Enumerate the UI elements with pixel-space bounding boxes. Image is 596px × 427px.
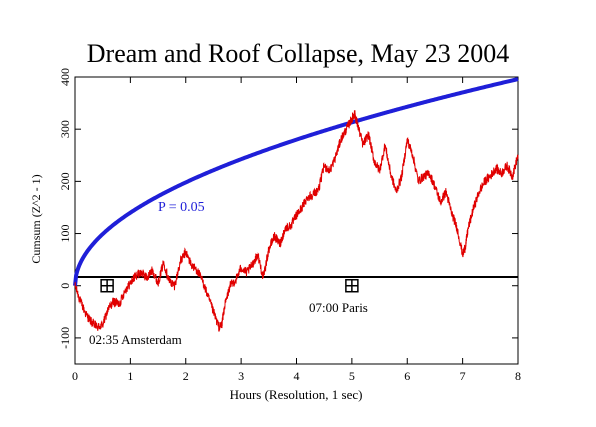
x-axis-ticks: 0 1 2 3 4 5 6 7 8 [72,77,521,383]
x-tick-label: 8 [515,369,521,383]
marker-label-paris: 07:00 Paris [309,300,368,315]
y-tick-label: 100 [58,225,72,243]
cumsum-series-line [74,110,519,332]
event-markers [100,278,359,293]
plot-frame [74,76,519,365]
x-tick-label: 2 [183,369,189,383]
x-tick-label: 4 [294,369,300,383]
y-tick-label: 400 [58,68,72,86]
x-tick-label: 3 [238,369,244,383]
marker-label-amsterdam: 02:35 Amsterdam [89,332,182,347]
y-axis-label: Cumsum (Z^2 - 1) [29,174,43,263]
x-axis-label: Hours (Resolution, 1 sec) [230,387,363,402]
x-tick-label: 6 [404,369,410,383]
x-tick-label: 5 [349,369,355,383]
y-tick-label: 0 [58,283,72,289]
x-tick-label: 0 [72,369,78,383]
y-axis-ticks: -100 0 100 200 300 400 [58,68,518,349]
event-marker [345,278,359,293]
p-005-curve [73,77,519,286]
x-tick-label: 7 [460,369,466,383]
y-tick-label: 200 [58,172,72,190]
event-marker [100,278,114,293]
p-value-label: P = 0.05 [158,200,205,215]
y-tick-label: -100 [58,327,72,349]
chart-title: Dream and Roof Collapse, May 23 2004 [87,39,509,68]
x-tick-label: 1 [127,369,133,383]
y-tick-label: 300 [58,120,72,138]
